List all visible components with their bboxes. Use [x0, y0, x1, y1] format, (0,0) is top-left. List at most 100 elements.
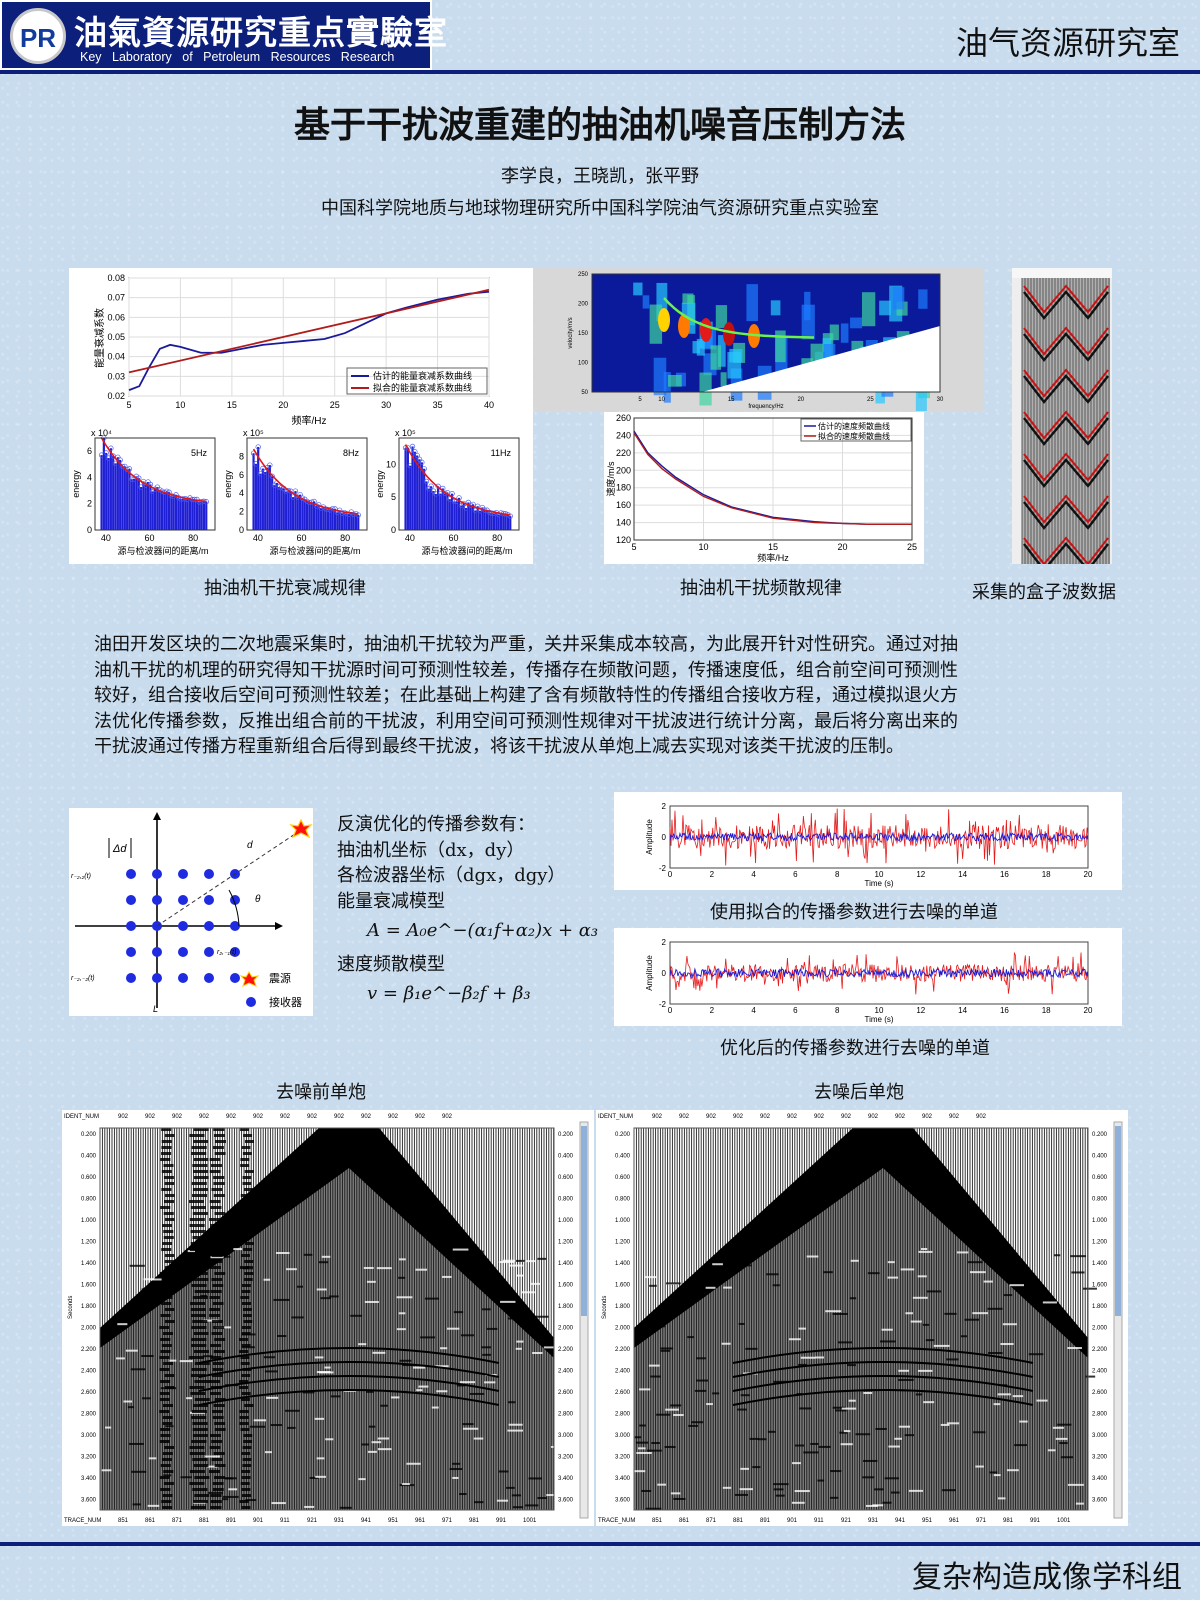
freq-label: 11Hz — [491, 448, 512, 458]
time-tick-left: 2.200 — [615, 1347, 631, 1353]
y-tick-label: 120 — [616, 535, 631, 545]
pump-noise — [242, 1314, 252, 1317]
pump-noise — [211, 1188, 223, 1191]
pump-noise — [191, 1314, 207, 1317]
pump-noise — [241, 1392, 251, 1395]
reflection-speck — [798, 1363, 808, 1366]
reflection-speck — [329, 1295, 339, 1298]
reflection-speck — [358, 1343, 367, 1346]
param-dispersion-model: 速度频散模型 — [337, 953, 445, 975]
heatmap-cell — [727, 352, 742, 379]
receiver-dot — [204, 869, 214, 879]
time-tick-right: 0.800 — [1092, 1197, 1108, 1203]
energy-bar — [453, 501, 456, 530]
pump-noise — [214, 1242, 226, 1245]
x-tick-label: 5 — [638, 397, 642, 403]
energy-bar — [481, 507, 484, 530]
pump-noise — [163, 1362, 174, 1365]
reflection-speck — [665, 1408, 679, 1411]
time-tick-right: 1.400 — [558, 1261, 574, 1267]
pump-noise — [160, 1350, 171, 1353]
pump-noise — [241, 1344, 251, 1347]
pump-noise — [161, 1500, 172, 1503]
dispersion-spectrum: 5 10 15 20 25 30 50 100 150 200 250 frequency/Hz vel… — [534, 268, 984, 416]
reflection-speck — [532, 1351, 543, 1354]
pump-noise — [164, 1284, 175, 1287]
x-tick-label: 8 — [835, 1006, 840, 1015]
energy-bar — [275, 482, 278, 530]
dispersion-caption: 抽油机干扰频散规律 — [680, 578, 842, 599]
pump-noise — [241, 1374, 251, 1377]
reflection-speck — [964, 1318, 980, 1321]
pump-noise — [159, 1476, 170, 1479]
angle-arc — [228, 889, 240, 927]
reflection-speck — [983, 1280, 993, 1283]
org-name: 油气资源研究室 — [955, 24, 1180, 62]
reflection-speck — [946, 1422, 960, 1425]
reflection-speck — [502, 1259, 516, 1262]
time-tick-left: 1.000 — [615, 1218, 631, 1224]
pump-noise — [213, 1176, 225, 1179]
pump-noise — [212, 1410, 224, 1413]
pump-noise — [212, 1368, 224, 1371]
reflection-speck — [744, 1264, 752, 1267]
reflection-speck — [666, 1282, 681, 1285]
pump-noise — [164, 1218, 175, 1221]
header-value: 902 — [976, 1114, 987, 1120]
y-tick-label: 0 — [391, 525, 396, 535]
energy-bar — [444, 493, 447, 530]
energy-point — [126, 466, 133, 472]
reflection-speck — [270, 1424, 282, 1427]
dispersion-formula: v = β₁e^−β₂f + β₃ — [367, 983, 531, 1004]
energy-bar — [506, 514, 510, 530]
pump-noise — [209, 1308, 221, 1311]
reflection-speck — [207, 1465, 218, 1468]
energy-point — [292, 488, 299, 494]
pump-noise — [243, 1320, 253, 1323]
subplot-frame — [246, 437, 368, 531]
source-star — [289, 818, 313, 839]
reflection-speck — [1071, 1271, 1085, 1274]
receiver-dot — [178, 869, 188, 879]
reflection-speck — [105, 1335, 112, 1338]
reflection-speck — [253, 1419, 267, 1422]
pump-noise — [213, 1326, 225, 1329]
legend-receiver-label: 接收器 — [269, 995, 302, 1009]
pump-noise — [163, 1212, 174, 1215]
reflection-speck — [350, 1314, 363, 1317]
gather-before-svg: IDENT_NUM 902 902 902 902 902 902 902 902 902 902 9… — [62, 1110, 594, 1526]
pump-noise — [240, 1428, 250, 1431]
reflection-speck — [894, 1437, 902, 1440]
time-tick-right: 0.600 — [1092, 1175, 1108, 1181]
box-event-black — [1023, 500, 1109, 530]
header-value: 902 — [895, 1114, 906, 1120]
pump-noise — [190, 1506, 206, 1509]
time-tick-left: 1.200 — [615, 1240, 631, 1246]
reflection-speck — [399, 1359, 412, 1362]
reflection-speck — [687, 1336, 694, 1339]
logo-en-text: Key Laboratory of Petroleum Resources Re… — [80, 50, 395, 64]
x-tick-label: 18 — [1042, 1006, 1051, 1015]
reflection-speck — [208, 1491, 223, 1494]
reflection-event — [732, 1389, 1034, 1406]
reflection-speck — [452, 1248, 469, 1251]
reflection-speck — [734, 1493, 748, 1496]
reflection-speck — [1000, 1343, 1014, 1346]
gather-frame — [99, 1127, 555, 1511]
time-tick-right: 3.200 — [1092, 1455, 1108, 1461]
gather-after-svg: IDENT_NUM 902 902 902 902 902 902 902 902 902 902 9… — [596, 1110, 1128, 1526]
trace-number: 881 — [733, 1518, 744, 1524]
pump-noise — [212, 1146, 224, 1149]
energy-bar — [432, 491, 435, 530]
pump-noise — [161, 1248, 172, 1251]
reflection-speck — [918, 1250, 933, 1253]
time-tick-left: 3.200 — [81, 1455, 97, 1461]
time-tick-left: 0.800 — [615, 1197, 631, 1203]
receiver-dot — [152, 869, 162, 879]
reflection-speck — [245, 1499, 257, 1502]
energy-bar — [177, 497, 180, 530]
energy-bar — [418, 459, 421, 530]
x-tick-label: 10 — [175, 400, 185, 410]
reflection-speck — [1085, 1375, 1096, 1378]
